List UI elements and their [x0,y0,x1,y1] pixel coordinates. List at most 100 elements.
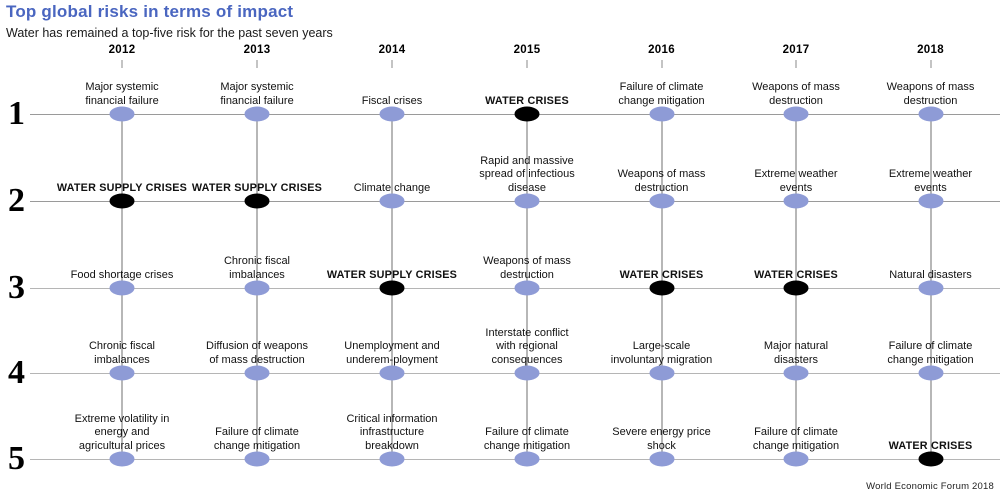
connector-line [526,373,528,459]
page-title: Top global risks in terms of impact [6,2,294,21]
connector-line [526,288,528,373]
risk-dot[interactable] [783,193,809,209]
year-label-2012: 2012 [108,44,136,56]
risk-dot[interactable] [379,106,405,122]
risk-dot-highlighted[interactable] [783,280,809,296]
risk-label: Food shortage crises [70,268,174,281]
risk-dot[interactable] [379,193,405,209]
risk-dot[interactable] [109,280,135,296]
risk-dot[interactable] [109,106,135,122]
rank-number-1: 1 [8,95,25,132]
connector-line [930,114,931,201]
risk-dot-highlighted[interactable] [514,106,540,122]
risk-dot-highlighted[interactable] [379,280,405,296]
connector-line [795,373,797,459]
risk-dot[interactable] [783,106,809,122]
year-label-2015: 2015 [513,44,541,56]
year-tick-2017 [795,60,797,68]
connector-line [391,288,393,373]
risk-dot[interactable] [379,451,405,467]
connector-line [526,201,528,288]
risk-dot[interactable] [514,365,540,381]
risk-label: Failure of climate change mitigation [483,426,571,452]
year-label-2018: 2018 [917,44,944,56]
connector-line [256,288,258,373]
risk-dot[interactable] [783,451,809,467]
risk-dot[interactable] [244,106,270,122]
risk-label: Failure of climate change mitigation [752,426,840,452]
connector-line [795,114,797,201]
connector-line [795,288,797,373]
year-tick-2014 [391,60,393,68]
risk-label: Failure of climate change mitigation [887,340,974,366]
risk-dot[interactable] [649,365,674,381]
connector-line [661,114,662,201]
connector-line [526,114,528,201]
connector-line [121,114,123,201]
risk-label: Extreme volatility in energy and agricultu… [74,412,170,452]
risk-label: Major systemic financial failure [85,81,159,107]
connector-line [121,373,123,459]
year-tick-2016 [661,60,662,68]
risk-label: Weapons of mass destruction [752,81,840,107]
risk-label: Diffusion of weapons of mass destruction [206,340,308,366]
risk-dot[interactable] [109,451,135,467]
risk-label: WATER CRISES [619,268,704,281]
connector-line [256,114,258,201]
risk-label: WATER CRISES [754,268,838,281]
year-tick-2013 [256,60,258,68]
risk-label: WATER SUPPLY CRISES [56,181,188,194]
risk-label: Rapid and massive spread of infectious dis… [479,154,575,194]
risk-dot[interactable] [783,365,809,381]
risk-label: Weapons of mass destruction [483,255,571,281]
connector-line [795,201,797,288]
risk-dot[interactable] [109,365,135,381]
risk-dot[interactable] [918,280,943,296]
risk-label: Extreme weather events [754,168,838,194]
risk-dot[interactable] [918,365,943,381]
connector-line [121,201,123,288]
connector-line [256,201,258,288]
risk-dot[interactable] [649,193,674,209]
risk-label: Fiscal crises [361,94,423,107]
risk-dot[interactable] [514,451,540,467]
risk-dot[interactable] [244,451,270,467]
risk-dot[interactable] [244,365,270,381]
risk-dot-highlighted[interactable] [109,193,135,209]
risk-label: WATER CRISES [888,439,973,452]
risk-label: Climate change [353,181,431,194]
year-tick-2018 [930,60,931,68]
connector-line [256,373,258,459]
connector-line [661,373,662,459]
risk-label: Chronic fiscal imbalances [88,340,156,366]
rank-number-2: 2 [8,182,25,219]
risk-dot[interactable] [649,106,674,122]
connector-line [930,201,931,288]
risk-label: Weapons of mass destruction [886,81,975,107]
risk-dot[interactable] [514,280,540,296]
year-tick-2015 [526,60,528,68]
rank-number-3: 3 [8,269,25,306]
risk-dot[interactable] [918,193,943,209]
risk-label: Interstate conflict with regional conseque… [485,326,569,366]
connector-line [391,201,393,288]
risk-dot-highlighted[interactable] [649,280,674,296]
risk-label: Failure of climate change mitigation [618,81,705,107]
year-label-2013: 2013 [243,44,271,56]
risk-dot[interactable] [379,365,405,381]
risk-label: Critical information infrastructure breakd… [346,412,438,452]
year-label-2014: 2014 [378,44,406,56]
rank-number-5: 5 [8,440,25,477]
risk-dot[interactable] [244,280,270,296]
risk-label: WATER CRISES [485,94,569,107]
risk-dot[interactable] [918,106,943,122]
risk-dot-highlighted[interactable] [244,193,270,209]
risk-label: Major natural disasters [763,340,829,366]
risk-dot[interactable] [514,193,540,209]
connector-line [930,288,931,373]
source-credit: World Economic Forum 2018 [866,481,994,492]
year-tick-2012 [121,60,123,68]
risk-dot-highlighted[interactable] [918,451,943,467]
risk-dot[interactable] [649,451,674,467]
risk-label: WATER SUPPLY CRISES [326,268,458,281]
